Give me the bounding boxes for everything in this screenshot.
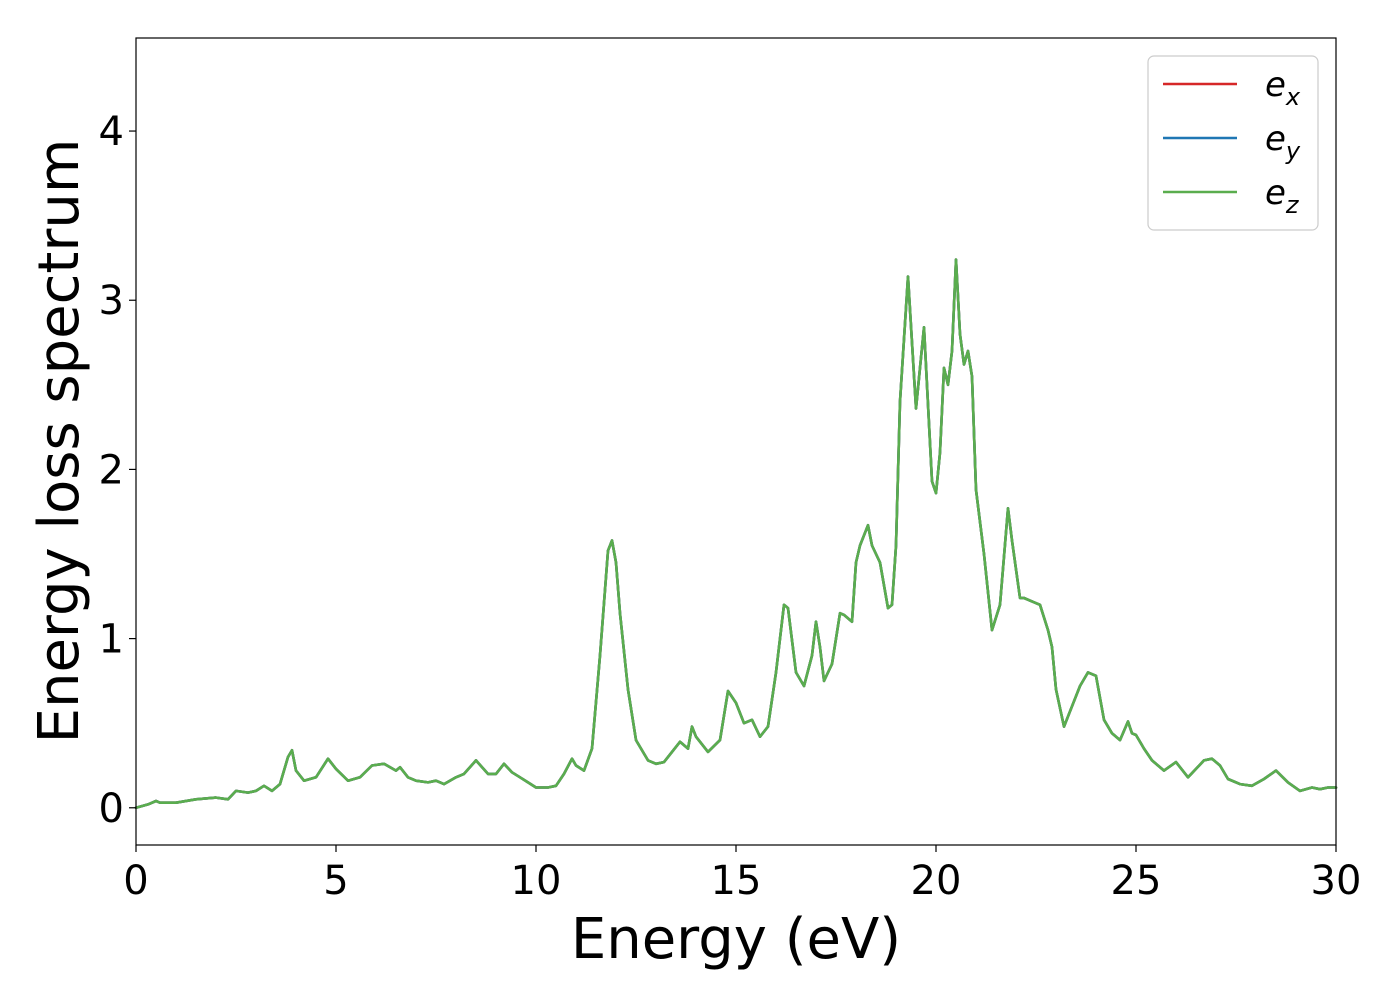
y-tick-label: 4 [99, 109, 124, 155]
legend-box [1147, 55, 1319, 231]
x-axis-ticks: 0 5 10 15 20 25 30 [123, 845, 1361, 904]
legend-label-subscript: z [1285, 191, 1300, 219]
legend-label-ez: ez [1265, 173, 1300, 219]
y-tick-label: 1 [99, 617, 124, 663]
series-layer [134, 258, 1338, 810]
legend-label-base: e [1265, 65, 1286, 105]
legend-label-base: e [1265, 119, 1286, 159]
x-tick-label: 30 [1311, 858, 1362, 904]
series-line-ez [134, 258, 1338, 810]
x-axis-label: Energy (eV) [571, 907, 901, 972]
y-tick-label: 0 [99, 786, 124, 832]
x-tick-label: 0 [123, 858, 148, 904]
legend-label-subscript: x [1285, 83, 1301, 111]
legend-label-base: e [1265, 173, 1286, 213]
legend-label-ex: ex [1265, 65, 1301, 111]
y-tick-label: 2 [99, 447, 124, 493]
legend-label-ey: ey [1265, 119, 1301, 165]
y-tick-label: 3 [99, 278, 124, 324]
x-tick-label: 20 [911, 858, 962, 904]
y-axis-label: Energy loss spectrum [27, 139, 92, 744]
x-tick-label: 5 [323, 858, 348, 904]
x-tick-label: 15 [711, 858, 762, 904]
x-tick-label: 25 [1111, 858, 1162, 904]
legend-label-subscript: y [1285, 137, 1301, 165]
y-axis-ticks: 0 1 2 3 4 [99, 109, 136, 832]
x-tick-label: 10 [511, 858, 562, 904]
